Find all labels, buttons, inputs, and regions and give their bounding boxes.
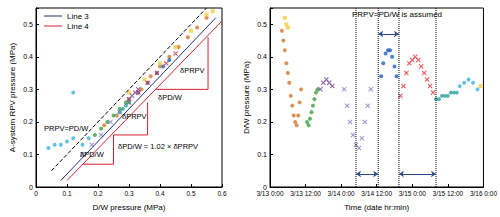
svg-text:3/13 0:00: 3/13 0:00: [256, 190, 283, 197]
svg-text:D/W pressure (MPa): D/W pressure (MPa): [93, 203, 166, 212]
svg-text:PRPV=PD/W is assumed: PRPV=PD/W is assumed: [352, 10, 442, 19]
svg-text:0.2: 0.2: [257, 118, 267, 125]
svg-text:δPD/W: δPD/W: [158, 93, 183, 102]
svg-text:3/15 12:00: 3/15 12:00: [433, 190, 464, 197]
svg-text:3/14 12:00: 3/14 12:00: [361, 190, 392, 197]
svg-text:0.3: 0.3: [23, 86, 33, 93]
svg-text:0.4: 0.4: [257, 53, 267, 60]
svg-text:0.2: 0.2: [93, 190, 102, 197]
svg-text:0.3: 0.3: [124, 190, 133, 197]
svg-text:0: 0: [34, 190, 38, 197]
svg-text:0.3: 0.3: [257, 86, 267, 93]
svg-text:δPD/W: δPD/W: [80, 150, 105, 159]
svg-text:3/14 0:00: 3/14 0:00: [328, 190, 355, 197]
svg-text:D/W pressure (MPa): D/W pressure (MPa): [242, 61, 251, 134]
svg-text:0.5: 0.5: [186, 190, 195, 197]
svg-text:Line 4: Line 4: [67, 22, 89, 31]
svg-text:δPRPV: δPRPV: [180, 66, 205, 75]
svg-text:0.1: 0.1: [62, 190, 71, 197]
svg-text:Time (date hr:min): Time (date hr:min): [344, 203, 409, 212]
svg-text:δPRPV: δPRPV: [122, 112, 147, 121]
svg-text:3/16 0:00: 3/16 0:00: [470, 190, 497, 197]
svg-text:3/15 0:00: 3/15 0:00: [399, 190, 426, 197]
svg-text:0: 0: [263, 183, 267, 191]
svg-text:δPD/W = 1.02 × δPRPV: δPD/W = 1.02 × δPRPV: [118, 142, 198, 151]
svg-text:A-system RPV pressure (MPa): A-system RPV pressure (MPa): [8, 42, 17, 152]
svg-text:0.2: 0.2: [23, 118, 33, 125]
svg-text:0.4: 0.4: [155, 190, 164, 197]
svg-text:0.1: 0.1: [257, 151, 267, 158]
svg-text:0: 0: [29, 184, 33, 191]
svg-text:0.6: 0.6: [217, 190, 226, 197]
svg-text:0.5: 0.5: [257, 21, 267, 28]
svg-text:0.5: 0.5: [23, 21, 33, 28]
svg-text:0.1: 0.1: [23, 151, 33, 158]
svg-text:PRPV=PD/W: PRPV=PD/W: [44, 124, 89, 133]
svg-text:3/13 12:00: 3/13 12:00: [290, 190, 321, 197]
svg-text:Line 3: Line 3: [67, 12, 89, 21]
svg-text:0.4: 0.4: [23, 53, 33, 60]
